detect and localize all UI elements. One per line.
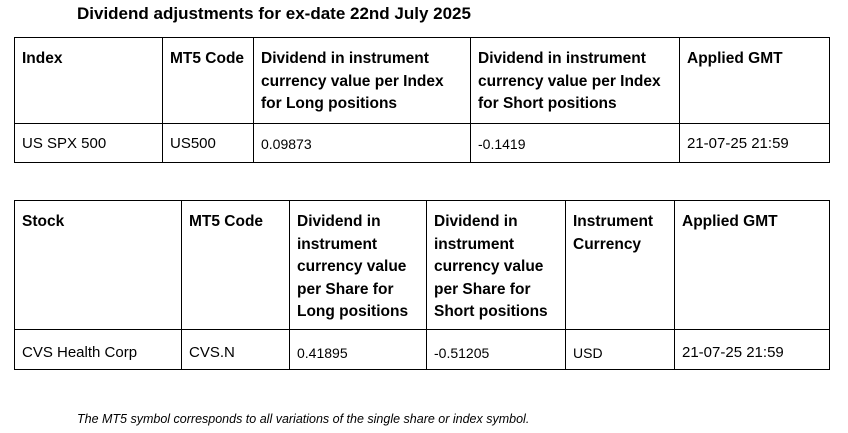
table-header-row: Index MT5 Code Dividend in instrument cu… xyxy=(14,37,830,124)
cell-applied-gmt: 21-07-25 21:59 xyxy=(679,123,830,163)
cell-instrument-currency: USD xyxy=(565,329,675,370)
cell-dividend-short: -0.1419 xyxy=(470,123,680,163)
column-header-dividend-long: Dividend in instrument currency value pe… xyxy=(253,37,471,124)
cell-applied-gmt: 21-07-25 21:59 xyxy=(674,329,830,370)
column-header-dividend-short: Dividend in instrument currency value pe… xyxy=(470,37,680,124)
stock-dividend-table: Stock MT5 Code Dividend in instrument cu… xyxy=(14,200,830,370)
column-header-dividend-long: Dividend in instrument currency value pe… xyxy=(289,200,427,330)
column-header-dividend-short: Dividend in instrument currency value pe… xyxy=(426,200,566,330)
cell-mt5-code: US500 xyxy=(162,123,254,163)
cell-dividend-short: -0.51205 xyxy=(426,329,566,370)
table-row: CVS Health Corp CVS.N 0.41895 -0.51205 U… xyxy=(14,329,830,370)
column-header-applied-gmt: Applied GMT xyxy=(674,200,830,330)
column-header-instrument-currency: Instrument Currency xyxy=(565,200,675,330)
cell-stock-name: CVS Health Corp xyxy=(14,329,182,370)
cell-mt5-code: CVS.N xyxy=(181,329,290,370)
table-header-row: Stock MT5 Code Dividend in instrument cu… xyxy=(14,200,830,330)
cell-dividend-long: 0.41895 xyxy=(289,329,427,370)
page-title: Dividend adjustments for ex-date 22nd Ju… xyxy=(77,4,471,23)
column-header-index: Index xyxy=(14,37,163,124)
cell-dividend-long: 0.09873 xyxy=(253,123,471,163)
cell-index-name: US SPX 500 xyxy=(14,123,163,163)
column-header-mt5-code: MT5 Code xyxy=(162,37,254,124)
column-header-stock: Stock xyxy=(14,200,182,330)
column-header-applied-gmt: Applied GMT xyxy=(679,37,830,124)
column-header-mt5-code: MT5 Code xyxy=(181,200,290,330)
index-dividend-table: Index MT5 Code Dividend in instrument cu… xyxy=(14,37,830,163)
table-row: US SPX 500 US500 0.09873 -0.1419 21-07-2… xyxy=(14,123,830,163)
footnote: The MT5 symbol corresponds to all variat… xyxy=(77,412,530,426)
